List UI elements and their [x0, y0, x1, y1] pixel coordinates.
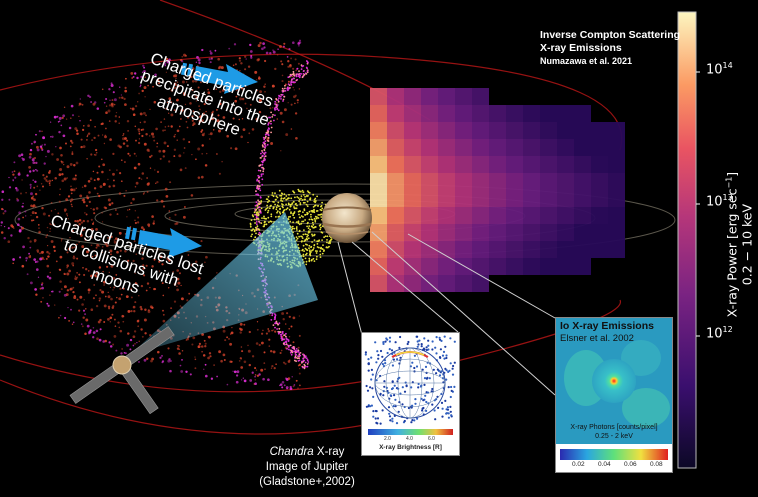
- io-tick: 0.06: [624, 461, 637, 468]
- chandra-tick: 4.0: [406, 436, 413, 442]
- io-tick: 0.08: [650, 461, 663, 468]
- colorbar-ticks: [696, 71, 700, 337]
- ics-annotation: Inverse Compton Scattering X-ray Emissio…: [540, 29, 680, 68]
- io-photons-label: X-ray Photons [counts/pixel]: [570, 424, 658, 431]
- colorbar: [677, 11, 697, 469]
- juno-spacecraft: [69, 326, 175, 415]
- io-band-label: 0.25 - 2 keV: [595, 433, 633, 440]
- arrow-icon: [180, 62, 258, 94]
- chandra-caption: Chandra X-ray Image of Jupiter (Gladston…: [259, 446, 355, 488]
- chandra-brightness-label: X-ray Brightness [R]: [379, 444, 442, 451]
- io-xray-map: [556, 318, 672, 472]
- inverse-compton-emission-map: [370, 88, 625, 292]
- ics-subtitle: X-ray Emissions: [540, 42, 622, 54]
- chandra-tick: 2.0: [384, 436, 391, 442]
- colorbar-tick-label: 1014: [706, 61, 733, 78]
- ics-title: Inverse Compton Scattering: [540, 29, 681, 41]
- particle-cloud: [0, 39, 310, 391]
- io-tick: 0.02: [572, 461, 585, 468]
- colorbar-tick-label: 1012: [706, 325, 733, 342]
- inset-connector-lines: [337, 231, 556, 396]
- io-reference: Elsner et al. 2002: [560, 333, 634, 344]
- jupiter-planet: [322, 193, 372, 243]
- colorbar-tick-label: 1013: [706, 193, 733, 210]
- arrow-icon: [124, 226, 202, 258]
- chandra-inset: 2.0 4.0 6.0 X-ray Brightness [R]: [361, 332, 460, 456]
- juno-view-beam: [130, 212, 318, 355]
- chandra-xray-image: [364, 335, 456, 435]
- colorbar-axis-label: X-ray Power [erg sec−1] 0.2 − 10 keV: [724, 171, 755, 318]
- io-inset: Io X-ray Emissions Elsner et al. 2002 X-…: [555, 317, 673, 473]
- chandra-tick: 6.0: [428, 436, 435, 442]
- ics-reference: Numazawa et al. 2021: [540, 56, 633, 66]
- io-tick: 0.04: [598, 461, 611, 468]
- io-title: Io X-ray Emissions: [560, 320, 654, 332]
